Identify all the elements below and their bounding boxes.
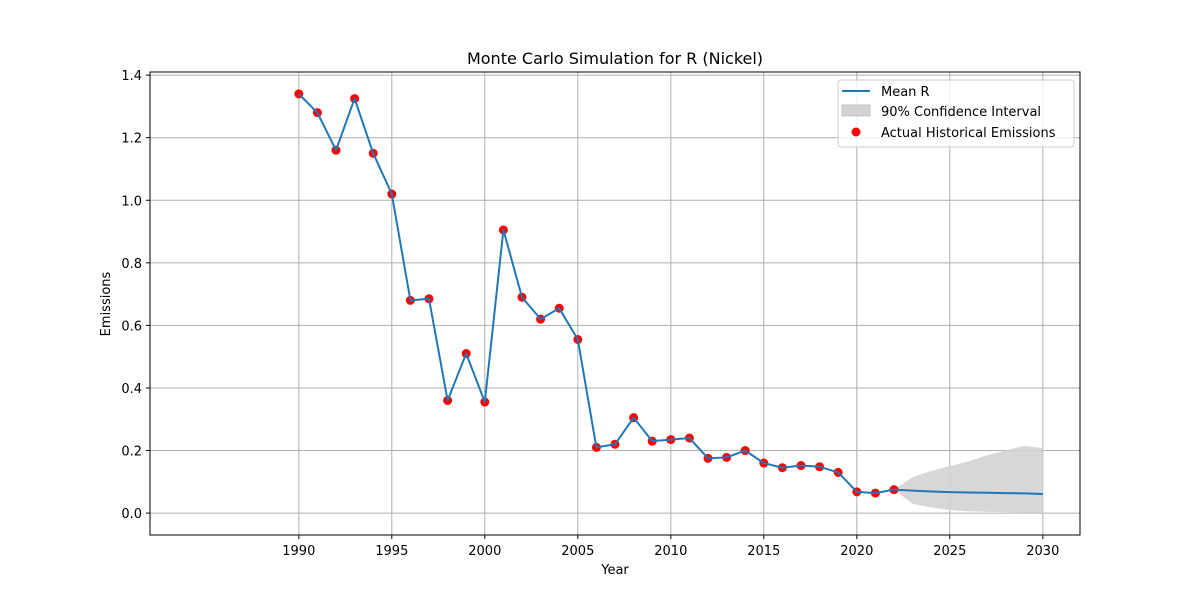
x-tick-label: 2005 [561, 544, 594, 559]
x-axis-label: Year [600, 563, 629, 578]
x-tick-label: 1990 [282, 544, 315, 559]
legend-band-swatch [841, 104, 871, 117]
y-axis-ticks: 0.0 0.2 0.4 0.6 0.8 1.0 1.2 1.4 [121, 69, 150, 522]
y-tick-label: 0.2 [121, 445, 142, 460]
confidence-band-layer [894, 445, 1043, 513]
mean-line-layer [298, 93, 1043, 496]
plot-frame [149, 71, 1081, 536]
x-tick-label: 2020 [840, 544, 873, 559]
x-tick-label: 2025 [933, 544, 966, 559]
grid-lines [150, 72, 1080, 535]
x-axis-ticks: 1990 1995 2000 2005 2010 2015 2020 2025 2030 [282, 535, 1059, 559]
x-tick-label: 2030 [1026, 544, 1059, 559]
legend-label-mean: Mean R [881, 85, 930, 100]
x-tick-label: 2010 [654, 544, 687, 559]
confidence-band [894, 445, 1043, 513]
y-tick-label: 0.4 [121, 382, 142, 397]
legend-label-ci: 90% Confidence Interval [881, 105, 1041, 120]
mean-r-line [298, 93, 1043, 496]
y-tick-label: 1.4 [121, 69, 142, 84]
y-tick-label: 0.6 [121, 319, 142, 334]
historical-points-layer [294, 89, 899, 498]
y-tick-label: 1.0 [121, 194, 142, 209]
y-tick-label: 0.8 [121, 257, 142, 272]
y-axis-label: Emissions [99, 271, 114, 336]
y-tick-label: 0.0 [121, 507, 142, 522]
x-tick-label: 2000 [468, 544, 501, 559]
chart-title: Monte Carlo Simulation for R (Nickel) [467, 49, 763, 68]
legend-label-actual: Actual Historical Emissions [881, 126, 1056, 141]
x-tick-label: 1995 [375, 544, 408, 559]
x-tick-label: 2015 [747, 544, 780, 559]
legend-point-swatch [851, 127, 861, 137]
legend-box [837, 79, 1075, 148]
legend: Mean R 90% Confidence Interval Actual Hi… [837, 79, 1075, 148]
y-tick-label: 1.2 [121, 132, 142, 147]
